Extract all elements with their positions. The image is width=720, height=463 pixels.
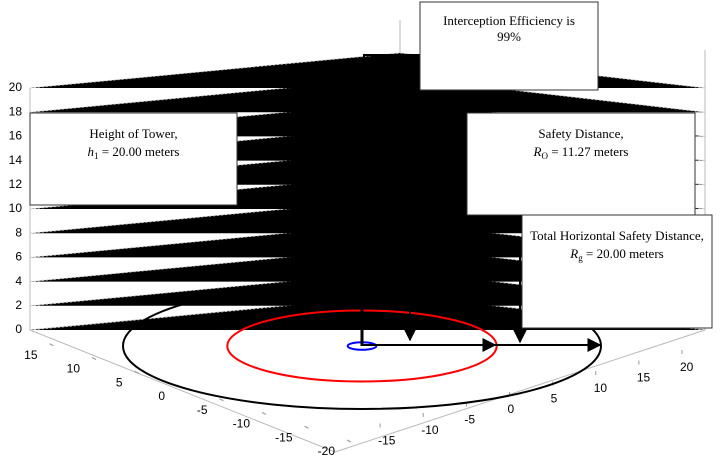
tick-mark	[91, 357, 97, 360]
z-tick-label: 20	[9, 80, 23, 94]
y-tick-label: -5	[197, 403, 208, 417]
box-edge	[334, 329, 706, 453]
annotation-value: = 20.00 meters	[99, 144, 180, 159]
annotation-formula: Rg = 20.00 meters	[569, 246, 663, 263]
tick-mark	[261, 412, 267, 415]
arrow	[403, 151, 467, 342]
annotation-box	[419, 1, 599, 91]
z-tick-label: 2	[15, 298, 22, 312]
annotation-value: = 20.00 meters	[583, 246, 664, 261]
y-tick-label: 5	[116, 375, 123, 389]
subscript: g	[578, 253, 583, 263]
annotation-value: = 11.27 meters	[548, 144, 629, 159]
x-tick-label: -15	[378, 434, 396, 448]
subscript: O	[541, 151, 548, 161]
x-tick-label: 10	[594, 381, 608, 395]
z-tick-label: 14	[9, 153, 23, 167]
tick-mark	[219, 398, 224, 402]
z-tick-label: 16	[9, 129, 23, 143]
variable: R	[569, 246, 578, 261]
tick-mark	[134, 370, 139, 374]
variable: R	[533, 144, 542, 159]
z-tick-label: 18	[9, 104, 23, 118]
y-tick-label: -20	[318, 444, 336, 458]
z-tick-label: 10	[9, 201, 23, 215]
x-tick-label: 5	[551, 392, 558, 406]
x-tick-label: -10	[421, 423, 439, 437]
z-tick-label: 6	[15, 250, 22, 264]
x-tick-label: 0	[508, 402, 515, 416]
annotation-text: Total Horizontal Safety Distance,	[530, 228, 704, 243]
variable: h	[88, 144, 95, 159]
annotation-text: Height of Tower,	[89, 126, 177, 141]
z-tick-label: 12	[9, 177, 23, 191]
tick-mark	[304, 425, 309, 429]
annotation-formula: RO = 11.27 meters	[533, 144, 629, 161]
tick-mark	[346, 439, 352, 443]
y-tick-label: 0	[158, 389, 165, 403]
tick-mark	[49, 343, 54, 347]
z-tick-label: 0	[15, 322, 22, 336]
annotation-formula: h1 = 20.00 meters	[88, 144, 180, 161]
grid-line	[29, 52, 706, 89]
y-tick-label: -10	[233, 417, 251, 431]
x-tick-label: -5	[464, 413, 475, 427]
z-tick-label: 4	[15, 274, 22, 288]
x-tick-label: 15	[637, 371, 651, 385]
annotation-box	[29, 112, 238, 206]
y-tick-label: -15	[275, 430, 293, 444]
subscript: 1	[94, 151, 99, 161]
annotation-box	[466, 112, 696, 216]
annotation-text: 99%	[497, 29, 521, 44]
box-edge	[29, 329, 336, 453]
y-tick-label: 15	[24, 348, 38, 362]
arrow	[513, 254, 527, 344]
annotation-box	[521, 214, 713, 329]
annotation-text: Safety Distance,	[538, 126, 623, 141]
y-tick-label: 10	[67, 362, 81, 376]
annotation-text: Interception Efficiency is	[443, 13, 575, 28]
arrow	[357, 54, 420, 102]
x-tick-label: 20	[680, 360, 694, 374]
z-tick-label: 8	[15, 225, 22, 239]
